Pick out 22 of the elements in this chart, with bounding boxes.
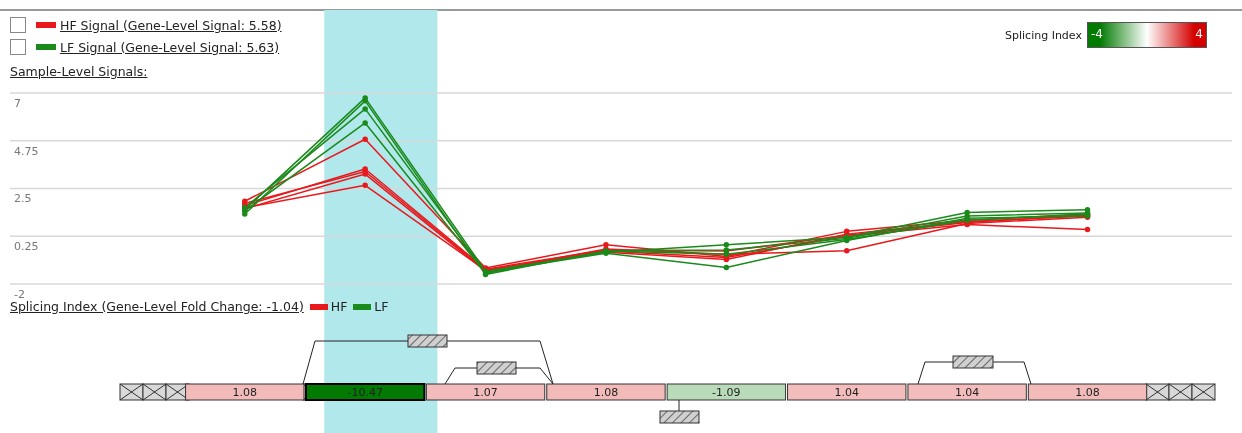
- data-label: -10.47: [347, 386, 383, 399]
- y-tick-label: -2: [14, 287, 25, 301]
- data-label: 1.07: [473, 386, 498, 399]
- chart-title: Splicing Index (Gene-Level Fold Change: -1.04): [10, 299, 304, 314]
- text: Sample-Level Signals:: [10, 64, 148, 79]
- text: HF: [330, 299, 348, 314]
- data-label: -1.09: [712, 386, 741, 399]
- text: LF: [374, 299, 389, 314]
- data-label: 1.04: [834, 386, 859, 399]
- data-label: 1.04: [954, 386, 980, 399]
- legend-label: LF Signal (Gene-Level Signal: 5.63): [60, 39, 280, 55]
- color-bar-label: -4: [1089, 27, 1104, 41]
- color-bar-label: 4: [1194, 27, 1204, 41]
- data-label: 1.08: [1075, 386, 1100, 399]
- y-tick-label: 4.75: [14, 144, 39, 158]
- color-bar-title: Splicing Index: [1005, 28, 1082, 42]
- y-tick-label: 0.25: [14, 240, 39, 254]
- legend-label: HF Signal (Gene-Level Signal: 5.58): [60, 17, 282, 33]
- y-tick-label: 2.5: [14, 192, 32, 206]
- data-label: 1.08: [232, 386, 258, 399]
- data-label: 1.08: [593, 386, 619, 399]
- y-tick-label: 7: [14, 96, 21, 110]
